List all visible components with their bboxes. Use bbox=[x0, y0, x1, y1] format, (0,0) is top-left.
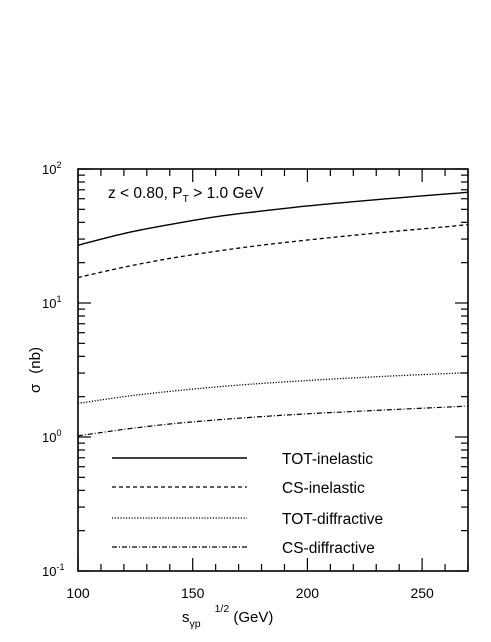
series-layer bbox=[77, 191, 469, 437]
series-line-2 bbox=[77, 223, 469, 279]
legend-label-4: CS-diffractive bbox=[282, 540, 375, 557]
cuts-annotation: z < 0.80, PT > 1.0 GeV bbox=[108, 185, 264, 205]
x-tick-label: 100 bbox=[66, 585, 90, 601]
y-axis-label: σ (nb) bbox=[27, 347, 44, 393]
x-tick-label: 150 bbox=[181, 585, 205, 601]
svg-text:σ(nb): σ (nb) bbox=[27, 347, 44, 393]
legend-label-1: TOT-inelastic bbox=[282, 451, 373, 468]
series-line-4 bbox=[77, 405, 469, 437]
x-axis-label: sγp1/2 (GeV) bbox=[182, 603, 273, 630]
x-tick-label: 250 bbox=[410, 585, 434, 601]
x-tick-label: 200 bbox=[296, 585, 320, 601]
series-line-1 bbox=[77, 191, 469, 246]
y-tick-label: 101 bbox=[42, 294, 61, 311]
y-axis-symbol: σ bbox=[27, 383, 44, 393]
y-tick-label: 102 bbox=[42, 160, 61, 177]
y-tick-label: 10-1 bbox=[42, 562, 64, 579]
legend-label-3: TOT-diffractive bbox=[282, 511, 383, 528]
axis-ticks bbox=[77, 168, 469, 572]
y-axis-unit: (nb) bbox=[27, 347, 44, 374]
legend: TOT-inelastic CS-inelastic TOT-diffractive… bbox=[112, 451, 383, 557]
plot-frame bbox=[77, 168, 469, 572]
y-tick-label: 100 bbox=[42, 428, 61, 445]
series-line-3 bbox=[77, 372, 469, 405]
legend-label-2: CS-inelastic bbox=[282, 480, 365, 497]
